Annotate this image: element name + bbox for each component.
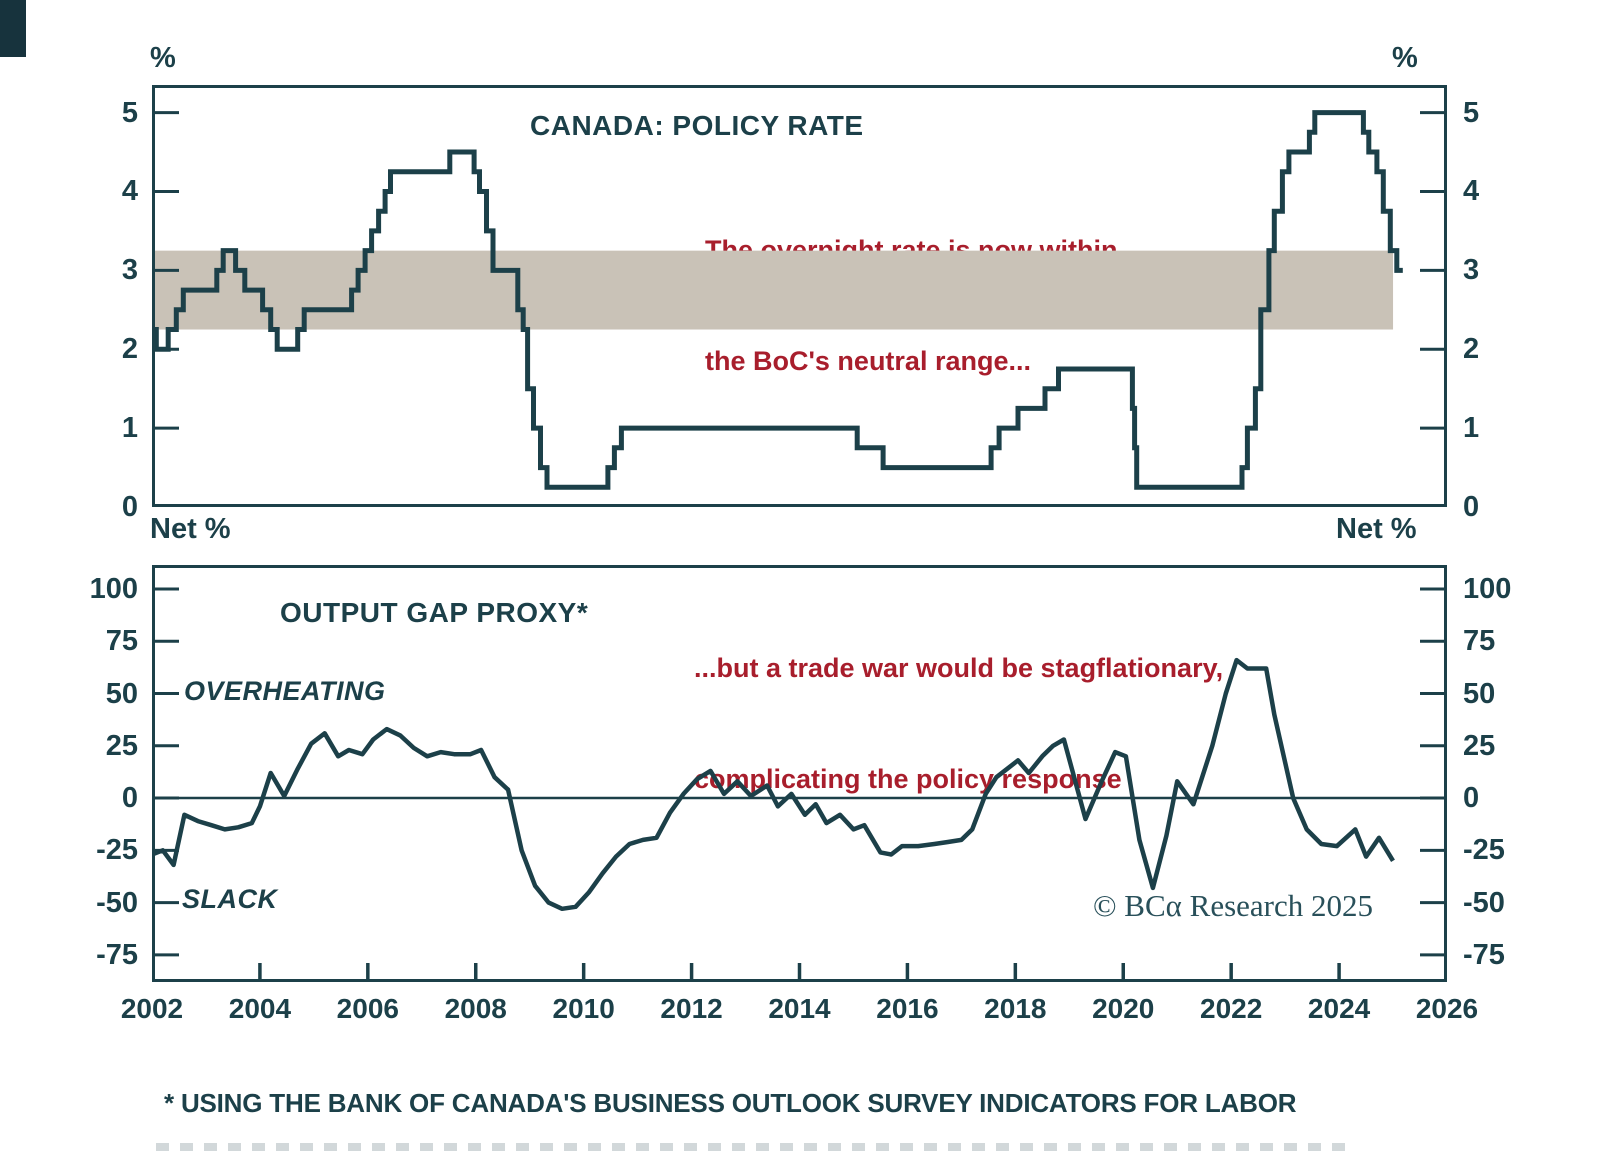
y-tick-label: 1	[1463, 412, 1480, 445]
y-tick-label: 25	[105, 729, 138, 762]
x-tick-label: 2004	[228, 993, 292, 1024]
x-tick-label: 2020	[1092, 993, 1155, 1024]
x-tick-label: 2018	[984, 993, 1047, 1024]
y-tick-label: -50	[96, 886, 138, 919]
y-tick-label: 100	[1463, 573, 1512, 606]
panel-border	[152, 85, 1447, 507]
policy-rate-line	[152, 110, 1403, 490]
panel-border	[152, 565, 1447, 982]
y-tick-label: 4	[121, 175, 138, 208]
y-tick-label: 25	[1463, 729, 1496, 762]
y-tick-label: 0	[121, 491, 138, 523]
y-axis-unit-right-bottom: Net %	[1336, 513, 1417, 545]
y-tick-label: 75	[1463, 625, 1496, 658]
cropped-text-artifact	[156, 1143, 1346, 1151]
annotation-line: the BoC's neutral range...	[705, 346, 1031, 376]
output-gap-line	[152, 657, 1395, 912]
y-tick-label: 3	[121, 254, 138, 287]
footnote: * USING THE BANK OF CANADA'S BUSINESS OU…	[164, 1025, 1383, 1151]
output-gap-panel	[152, 565, 1447, 982]
overheating-label: OVERHEATING	[184, 676, 386, 706]
policy-rate-panel	[152, 85, 1447, 507]
y-tick-label: -75	[1463, 938, 1505, 971]
output-gap-title: OUTPUT GAP PROXY*	[280, 597, 589, 628]
y-tick-label: 0	[1463, 782, 1480, 815]
y-tick-label: -25	[1463, 834, 1505, 867]
output-gap-chart	[152, 565, 1447, 982]
policy-rate-chart	[152, 85, 1447, 507]
output-gap-annotation: ...but a trade war would be stagflationa…	[694, 576, 1223, 872]
y-tick-label: 2	[121, 333, 138, 366]
x-tick-label: 2026	[1415, 993, 1479, 1024]
neutral-range-band	[152, 250, 1394, 330]
y-axis-unit-right-top: %	[1392, 42, 1418, 74]
annotation-line: ...but a trade war would be stagflationa…	[694, 653, 1224, 683]
y-tick-label: 4	[1463, 175, 1480, 208]
slack-label: SLACK	[182, 884, 278, 914]
y-tick-label: 5	[1463, 96, 1480, 129]
screenshot-corner-artifact	[0, 0, 26, 57]
x-tick-label: 2008	[444, 993, 507, 1024]
footnote-line: * USING THE BANK OF CANADA'S BUSINESS OU…	[164, 1088, 1297, 1118]
y-tick-label: 3	[1463, 254, 1480, 287]
y-tick-label: 1	[121, 412, 138, 445]
y-tick-label: -50	[1463, 886, 1505, 919]
x-tick-label: 2006	[336, 993, 399, 1024]
y-tick-label: 2	[1463, 333, 1480, 366]
y-tick-label: 50	[105, 677, 138, 710]
y-tick-label: -25	[96, 834, 138, 867]
y-tick-label: 5	[121, 96, 138, 129]
y-tick-label: 75	[105, 625, 138, 658]
x-tick-label: 2016	[876, 993, 939, 1024]
copyright-text: © BCα Research 2025	[1093, 888, 1373, 923]
y-axis-unit-left-top: %	[150, 42, 176, 74]
y-tick-label: 100	[89, 573, 138, 606]
y-tick-label: -75	[96, 938, 138, 971]
annotation-line: complicating the policy response	[694, 764, 1122, 794]
x-tick-label: 2024	[1307, 993, 1371, 1024]
y-axis-unit-left-bottom: Net %	[150, 513, 231, 545]
y-tick-label: 0	[1463, 491, 1480, 523]
x-tick-label: 2002	[120, 993, 184, 1024]
x-tick-label: 2010	[552, 993, 615, 1024]
x-tick-label: 2014	[768, 993, 831, 1024]
policy-rate-title: CANADA: POLICY RATE	[530, 110, 864, 141]
y-tick-label: 0	[121, 782, 138, 815]
x-tick-label: 2022	[1200, 993, 1263, 1024]
x-tick-label: 2012	[660, 993, 723, 1024]
y-tick-label: 50	[1463, 677, 1496, 710]
